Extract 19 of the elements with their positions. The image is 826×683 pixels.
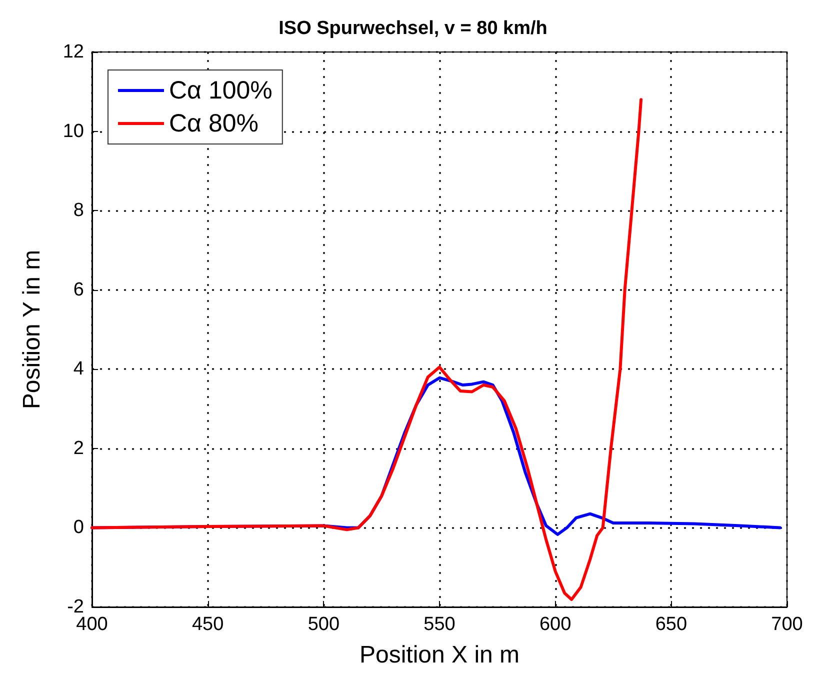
x-tick-label: 650 xyxy=(655,614,688,635)
y-tick-label: 4 xyxy=(73,358,84,380)
x-axis-title: Position X in m xyxy=(359,642,520,668)
x-tick-label: 700 xyxy=(771,614,803,635)
y-tick-label: 2 xyxy=(73,438,84,459)
x-tick-label: 500 xyxy=(308,614,340,635)
x-tick-label: 450 xyxy=(192,614,224,635)
y-tick-label: 12 xyxy=(62,42,84,62)
x-tick-label: 550 xyxy=(424,614,456,635)
legend-label: Cα 100% xyxy=(169,76,272,104)
y-tick-label: 10 xyxy=(62,120,84,142)
x-tick-label: 600 xyxy=(539,614,572,635)
line-series xyxy=(90,98,643,601)
chart-title: ISO Spurwechsel, v = 80 km/h xyxy=(278,18,548,39)
y-axis-title: Position Y in m xyxy=(18,250,46,410)
y-tick-label: 8 xyxy=(73,200,84,222)
y-tick-label: 0 xyxy=(73,517,84,538)
y-tick-label: 6 xyxy=(73,279,84,300)
legend-label: Cα 80% xyxy=(169,110,258,138)
